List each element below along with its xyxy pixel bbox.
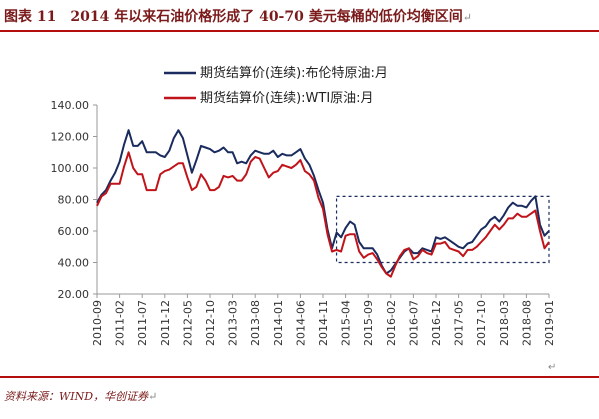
- x-tick-label: 2019-01: [543, 300, 556, 346]
- y-tick-label: 120.00: [51, 131, 90, 144]
- x-tick-label: 2015-09: [362, 300, 375, 346]
- y-tick-label: 20.00: [58, 288, 90, 301]
- paragraph-mark-icon: ↵: [148, 390, 158, 403]
- header-rule: [0, 30, 599, 32]
- x-tick-label: 2018-03: [498, 300, 511, 346]
- y-tick-label: 60.00: [58, 225, 90, 238]
- x-tick-label: 2011-02: [114, 300, 127, 346]
- figure-label: 图表 11: [4, 9, 57, 25]
- x-tick-label: 2014-01: [272, 300, 285, 346]
- legend: 期货结算价(连续):布伦特原油:月 期货结算价(连续):WTI原油:月: [164, 65, 388, 106]
- x-tick-label: 2018-08: [520, 300, 533, 346]
- x-tick-label: 2016-07: [407, 300, 420, 346]
- y-tick-label: 140.00: [51, 99, 90, 112]
- y-tick-label: 40.00: [58, 257, 90, 270]
- x-tick-label: 2017-05: [453, 300, 466, 346]
- plot-area: [96, 129, 550, 278]
- source-text: 资料来源：WIND，华创证券: [4, 390, 149, 403]
- x-tick-label: 2012-05: [181, 300, 194, 346]
- x-tick-label: 2010-09: [91, 300, 104, 346]
- legend-label-brent: 期货结算价(连续):布伦特原油:月: [200, 65, 388, 81]
- y-tick-label: 80.00: [58, 194, 90, 207]
- figure-caption: 图表 11 2014 年以来石油价格形成了 40-70 美元每桶的低价均衡区间↵: [4, 5, 472, 29]
- x-tick-label: 2013-03: [227, 300, 240, 346]
- x-tick-label: 2016-02: [385, 300, 398, 346]
- price-chart: 期货结算价(连续):布伦特原油:月 期货结算价(连续):WTI原油:月 20.0…: [51, 65, 557, 346]
- y-axis: 20.00 40.00 60.00 80.00 100.00 120.00 140.00: [51, 99, 98, 301]
- x-axis: 2010-09 2011-02 2011-07 2011-12 2012-05 2012-…: [91, 293, 556, 346]
- y-tick-label: 100.00: [51, 162, 90, 175]
- paragraph-mark-icon: ↵: [462, 11, 472, 24]
- x-tick-label: 2011-12: [159, 300, 172, 346]
- legend-label-wti: 期货结算价(连续):WTI原油:月: [200, 90, 374, 106]
- footer-rule: [0, 376, 599, 378]
- x-tick-label: 2014-06: [294, 300, 307, 346]
- price-range-box: [335, 195, 550, 264]
- x-tick-label: 2011-07: [136, 300, 149, 346]
- x-tick-label: 2016-12: [430, 300, 443, 346]
- x-tick-label: 2017-10: [475, 300, 488, 346]
- source-note: 资料来源：WIND，华创证券↵: [4, 388, 157, 404]
- x-tick-label: 2014-11: [317, 300, 330, 346]
- paragraph-mark-icon: ↵: [548, 362, 557, 373]
- series-line-wti: [96, 151, 550, 278]
- series-line-brent: [96, 129, 550, 275]
- figure-title: 2014 年以来石油价格形成了 40-70 美元每桶的低价均衡区间: [70, 9, 463, 25]
- x-tick-label: 2012-10: [204, 300, 217, 346]
- x-tick-label: 2015-04: [340, 300, 353, 346]
- x-tick-label: 2013-08: [249, 300, 262, 346]
